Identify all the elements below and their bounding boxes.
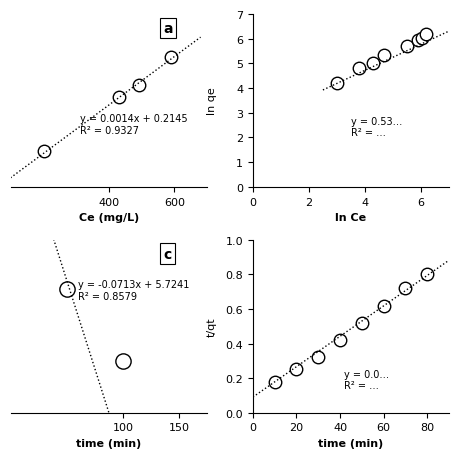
Text: t/qt: t/qt — [207, 317, 217, 336]
Text: ln qe: ln qe — [207, 87, 217, 115]
X-axis label: time (min): time (min) — [318, 438, 383, 448]
Text: y = -0.0713x + 5.7241
R² = 0.8579: y = -0.0713x + 5.7241 R² = 0.8579 — [78, 280, 189, 302]
Text: c: c — [163, 247, 172, 261]
Text: y = 0.53…
R² = …: y = 0.53… R² = … — [350, 117, 402, 138]
X-axis label: Ce (mg/L): Ce (mg/L) — [79, 213, 139, 223]
X-axis label: ln Ce: ln Ce — [335, 213, 366, 223]
X-axis label: time (min): time (min) — [76, 438, 141, 448]
Text: y = 0.0014x + 0.2145
R² = 0.9327: y = 0.0014x + 0.2145 R² = 0.9327 — [79, 114, 187, 136]
Text: y = 0.0…
R² = …: y = 0.0… R² = … — [344, 369, 389, 390]
Text: a: a — [163, 22, 172, 36]
